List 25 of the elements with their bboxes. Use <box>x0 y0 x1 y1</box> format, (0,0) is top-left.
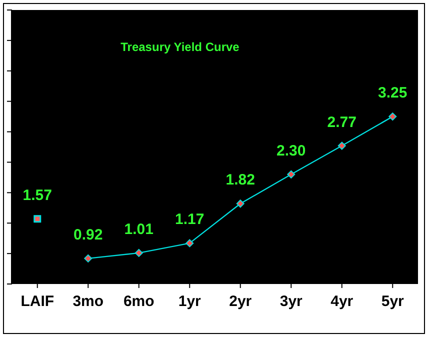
point <box>338 142 346 150</box>
text: Treasury Yield Curve <box>120 40 240 54</box>
data-label: 1.01 <box>124 220 154 238</box>
x-tick-label: 1yr <box>178 293 202 310</box>
point <box>186 239 194 248</box>
x-tick-label: 3mo <box>72 293 104 310</box>
data-label: 1.57 <box>22 186 52 204</box>
point <box>236 200 244 208</box>
data-label: 1.82 <box>226 172 255 189</box>
point <box>287 170 296 178</box>
point <box>388 112 397 121</box>
point <box>34 215 42 223</box>
x-tick-label: LAIF <box>20 293 54 310</box>
x-tick-label: 2yr <box>229 293 252 310</box>
x-tick-label: 4yr <box>330 293 354 310</box>
x-tick-label: 3yr <box>280 293 303 310</box>
point <box>84 254 92 262</box>
data-label: 2.30 <box>276 142 306 160</box>
x-tick-label: 6mo <box>123 293 154 310</box>
point <box>134 248 143 257</box>
data-label: 3.25 <box>378 84 408 102</box>
data-label: 2.77 <box>327 114 356 131</box>
data-label: 0.92 <box>74 226 103 244</box>
x-tick-label: 5yr <box>381 293 404 310</box>
data-label: 1.17 <box>175 211 204 228</box>
